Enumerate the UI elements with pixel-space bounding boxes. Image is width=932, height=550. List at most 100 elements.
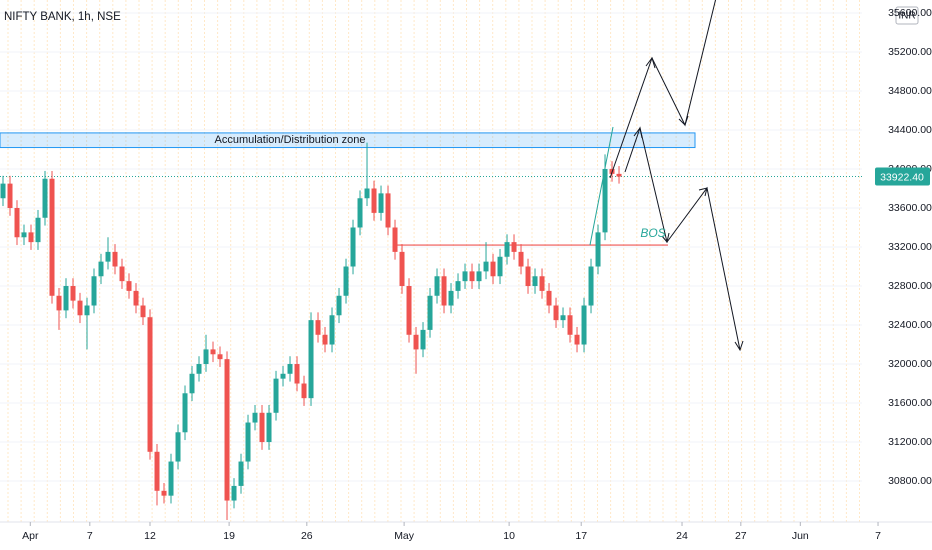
arrow-head [734, 340, 744, 352]
zone-label: Accumulation/Distribution zone [214, 134, 365, 146]
candle-body [406, 286, 412, 335]
candle-body [56, 295, 62, 311]
candle-body [595, 232, 601, 267]
y-tick-label: 34800.00 [888, 85, 932, 97]
x-tick-label: Apr [22, 530, 39, 542]
candle-body [525, 266, 531, 287]
candle-body [448, 290, 454, 306]
last-price-label: 33922.40 [880, 171, 924, 183]
candle-body [91, 276, 97, 306]
candle-body [49, 178, 55, 296]
candle-body [252, 412, 258, 423]
trend-line [589, 126, 614, 246]
candle-body [63, 286, 69, 311]
y-tick-label: 31600.00 [888, 397, 932, 409]
x-tick-label: 7 [87, 530, 93, 542]
candle-body [84, 305, 90, 316]
candle-body [490, 261, 496, 277]
x-tick-label: 24 [676, 530, 688, 542]
last-price-box [875, 167, 930, 186]
candle-body [602, 168, 608, 233]
candle-body [0, 183, 6, 199]
candle-body [98, 261, 104, 277]
candle-body [427, 295, 433, 330]
candle-body [462, 271, 468, 282]
background-layer [0, 0, 862, 522]
y-tick-label: 35200.00 [888, 46, 932, 58]
candle-body [189, 373, 195, 394]
x-tick-label: 7 [875, 530, 881, 542]
candle-body [147, 317, 153, 452]
candle-body [308, 320, 314, 399]
candle-body [567, 315, 573, 335]
candle-body [616, 173, 622, 177]
candle-body [224, 359, 230, 501]
candle-body [154, 451, 160, 491]
x-tick-label: 19 [223, 530, 235, 542]
candle-body [161, 490, 167, 496]
candle-body [119, 266, 125, 282]
candle-body [203, 349, 209, 365]
candle-body [315, 320, 321, 335]
x-tick-label: 10 [503, 530, 515, 542]
candle-body [441, 276, 447, 306]
candle-body [469, 271, 475, 282]
candle-body [238, 461, 244, 486]
candle-body [364, 188, 370, 199]
candle-body [588, 266, 594, 306]
candle-body [217, 354, 223, 360]
projection-path [609, 0, 717, 179]
y-tick-label: 35600.00 [888, 7, 932, 19]
candle-body [105, 251, 111, 262]
candle-body [378, 193, 384, 213]
candle-body [553, 305, 559, 321]
x-tick-label: Jun [792, 530, 809, 542]
candle-body [245, 422, 251, 462]
candle-body [350, 227, 356, 267]
candle-body [532, 276, 538, 287]
x-tick-label: 12 [144, 530, 156, 542]
candle-body [294, 364, 300, 384]
x-tick-label: 26 [301, 530, 313, 542]
candle-body [301, 383, 307, 399]
candle-body [371, 188, 377, 213]
candle-body [70, 286, 76, 301]
candle-body [539, 276, 545, 291]
candles-layer [0, 142, 622, 521]
candle-body [336, 295, 342, 316]
candle-body [77, 300, 83, 316]
arrow-head [661, 232, 670, 244]
candle-body [126, 281, 132, 291]
y-tick-label: 32800.00 [888, 280, 932, 292]
candle-body [112, 251, 118, 267]
y-tick-label: 33600.00 [888, 202, 932, 214]
y-tick-label: 32000.00 [888, 358, 932, 370]
arrow-head [678, 115, 689, 126]
candle-body [511, 242, 517, 252]
candle-body [182, 393, 188, 433]
x-tick-label: May [394, 530, 415, 542]
candle-body [455, 281, 461, 291]
candle-body [35, 217, 41, 243]
candle-body [518, 251, 524, 267]
candle-body [133, 290, 139, 306]
x-tick-label: 27 [735, 530, 747, 542]
candle-body [420, 329, 426, 350]
x-tick-label: 17 [575, 530, 587, 542]
arrow-head [645, 56, 656, 69]
axes-layer: NIFTY BANK, 1h, NSE INR 30800.00 31200.00… [0, 6, 932, 542]
candle-body [504, 242, 510, 257]
currency-box[interactable] [895, 6, 919, 25]
arrow-head [633, 126, 643, 139]
candle-body [175, 432, 181, 462]
chart-title: NIFTY BANK, 1h, NSE [4, 11, 121, 23]
bos-label: BOS [640, 226, 665, 240]
candle-body [385, 193, 391, 228]
candle-body [343, 266, 349, 296]
drawings-layer [589, 0, 744, 352]
candle-body [231, 485, 237, 501]
candle-body [266, 412, 272, 443]
candle-body [476, 271, 482, 282]
candle-body [560, 315, 566, 321]
